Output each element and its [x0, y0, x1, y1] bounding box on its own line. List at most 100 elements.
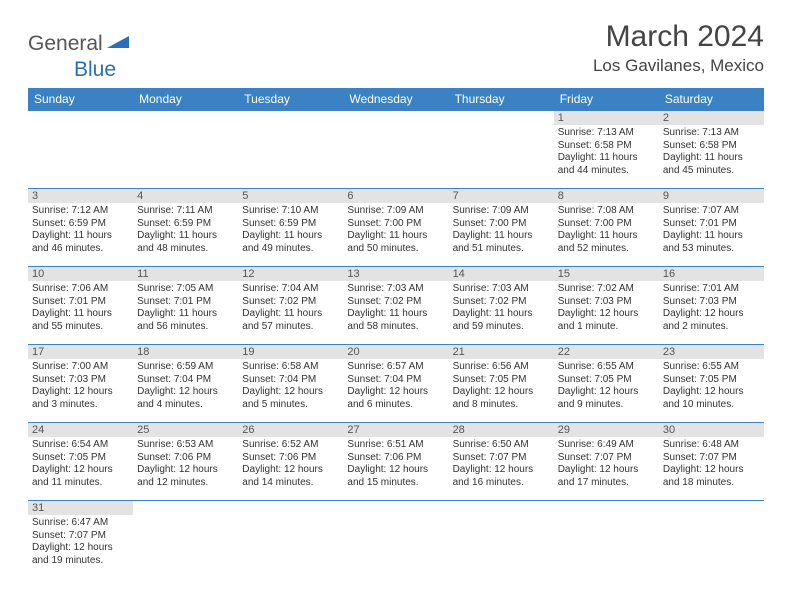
calendar-cell: 28Sunrise: 6:50 AMSunset: 7:07 PMDayligh… [449, 423, 554, 501]
day-details: Sunrise: 7:12 AMSunset: 6:59 PMDaylight:… [28, 203, 133, 259]
day-number: 28 [449, 423, 554, 437]
calendar-cell [659, 501, 764, 579]
day-number: 3 [28, 189, 133, 203]
flag-icon [107, 34, 129, 55]
calendar-cell [238, 501, 343, 579]
day-details: Sunrise: 7:01 AMSunset: 7:03 PMDaylight:… [659, 281, 764, 337]
location: Los Gavilanes, Mexico [593, 56, 764, 76]
calendar-table: SundayMondayTuesdayWednesdayThursdayFrid… [28, 88, 764, 579]
calendar-row: 31Sunrise: 6:47 AMSunset: 7:07 PMDayligh… [28, 501, 764, 579]
day-details: Sunrise: 6:48 AMSunset: 7:07 PMDaylight:… [659, 437, 764, 493]
day-number: 6 [343, 189, 448, 203]
day-details: Sunrise: 7:08 AMSunset: 7:00 PMDaylight:… [554, 203, 659, 259]
calendar-cell [343, 501, 448, 579]
calendar-header-row: SundayMondayTuesdayWednesdayThursdayFrid… [28, 88, 764, 111]
day-number: 7 [449, 189, 554, 203]
calendar-cell [28, 111, 133, 189]
calendar-body: 1Sunrise: 7:13 AMSunset: 6:58 PMDaylight… [28, 111, 764, 579]
day-number: 11 [133, 267, 238, 281]
day-number: 20 [343, 345, 448, 359]
day-details: Sunrise: 7:07 AMSunset: 7:01 PMDaylight:… [659, 203, 764, 259]
calendar-row: 24Sunrise: 6:54 AMSunset: 7:05 PMDayligh… [28, 423, 764, 501]
day-details: Sunrise: 7:05 AMSunset: 7:01 PMDaylight:… [133, 281, 238, 337]
title-block: March 2024 Los Gavilanes, Mexico [593, 20, 764, 76]
day-details: Sunrise: 6:57 AMSunset: 7:04 PMDaylight:… [343, 359, 448, 415]
day-number: 2 [659, 111, 764, 125]
day-details: Sunrise: 7:13 AMSunset: 6:58 PMDaylight:… [659, 125, 764, 181]
day-details: Sunrise: 7:06 AMSunset: 7:01 PMDaylight:… [28, 281, 133, 337]
calendar-cell: 21Sunrise: 6:56 AMSunset: 7:05 PMDayligh… [449, 345, 554, 423]
calendar-cell: 5Sunrise: 7:10 AMSunset: 6:59 PMDaylight… [238, 189, 343, 267]
day-details: Sunrise: 6:49 AMSunset: 7:07 PMDaylight:… [554, 437, 659, 493]
day-header: Thursday [449, 88, 554, 111]
day-number: 27 [343, 423, 448, 437]
day-details: Sunrise: 7:09 AMSunset: 7:00 PMDaylight:… [449, 203, 554, 259]
day-header: Tuesday [238, 88, 343, 111]
day-details: Sunrise: 7:03 AMSunset: 7:02 PMDaylight:… [343, 281, 448, 337]
calendar-cell [343, 111, 448, 189]
calendar-cell: 12Sunrise: 7:04 AMSunset: 7:02 PMDayligh… [238, 267, 343, 345]
day-header: Sunday [28, 88, 133, 111]
calendar-cell: 7Sunrise: 7:09 AMSunset: 7:00 PMDaylight… [449, 189, 554, 267]
calendar-cell: 10Sunrise: 7:06 AMSunset: 7:01 PMDayligh… [28, 267, 133, 345]
calendar-cell: 23Sunrise: 6:55 AMSunset: 7:05 PMDayligh… [659, 345, 764, 423]
day-details: Sunrise: 6:50 AMSunset: 7:07 PMDaylight:… [449, 437, 554, 493]
calendar-cell: 29Sunrise: 6:49 AMSunset: 7:07 PMDayligh… [554, 423, 659, 501]
calendar-row: 1Sunrise: 7:13 AMSunset: 6:58 PMDaylight… [28, 111, 764, 189]
calendar-cell: 26Sunrise: 6:52 AMSunset: 7:06 PMDayligh… [238, 423, 343, 501]
calendar-cell: 24Sunrise: 6:54 AMSunset: 7:05 PMDayligh… [28, 423, 133, 501]
calendar-cell: 3Sunrise: 7:12 AMSunset: 6:59 PMDaylight… [28, 189, 133, 267]
day-details: Sunrise: 7:00 AMSunset: 7:03 PMDaylight:… [28, 359, 133, 415]
calendar-cell [449, 111, 554, 189]
day-header: Friday [554, 88, 659, 111]
day-details: Sunrise: 6:47 AMSunset: 7:07 PMDaylight:… [28, 515, 133, 571]
calendar-row: 17Sunrise: 7:00 AMSunset: 7:03 PMDayligh… [28, 345, 764, 423]
day-header: Saturday [659, 88, 764, 111]
calendar-cell: 20Sunrise: 6:57 AMSunset: 7:04 PMDayligh… [343, 345, 448, 423]
day-number: 31 [28, 501, 133, 515]
calendar-cell: 31Sunrise: 6:47 AMSunset: 7:07 PMDayligh… [28, 501, 133, 579]
logo-text-blue: Blue [74, 58, 116, 81]
calendar-cell: 27Sunrise: 6:51 AMSunset: 7:06 PMDayligh… [343, 423, 448, 501]
day-header: Monday [133, 88, 238, 111]
day-number: 8 [554, 189, 659, 203]
calendar-cell: 1Sunrise: 7:13 AMSunset: 6:58 PMDaylight… [554, 111, 659, 189]
day-number: 12 [238, 267, 343, 281]
day-number: 25 [133, 423, 238, 437]
month-title: March 2024 [593, 20, 764, 54]
day-details: Sunrise: 7:11 AMSunset: 6:59 PMDaylight:… [133, 203, 238, 259]
day-details: Sunrise: 6:56 AMSunset: 7:05 PMDaylight:… [449, 359, 554, 415]
calendar-cell: 2Sunrise: 7:13 AMSunset: 6:58 PMDaylight… [659, 111, 764, 189]
calendar-cell: 15Sunrise: 7:02 AMSunset: 7:03 PMDayligh… [554, 267, 659, 345]
day-details: Sunrise: 6:51 AMSunset: 7:06 PMDaylight:… [343, 437, 448, 493]
day-number: 23 [659, 345, 764, 359]
day-number: 1 [554, 111, 659, 125]
calendar-cell: 4Sunrise: 7:11 AMSunset: 6:59 PMDaylight… [133, 189, 238, 267]
day-header: Wednesday [343, 88, 448, 111]
day-number: 29 [554, 423, 659, 437]
day-number: 15 [554, 267, 659, 281]
day-details: Sunrise: 7:10 AMSunset: 6:59 PMDaylight:… [238, 203, 343, 259]
calendar-cell: 9Sunrise: 7:07 AMSunset: 7:01 PMDaylight… [659, 189, 764, 267]
day-details: Sunrise: 7:02 AMSunset: 7:03 PMDaylight:… [554, 281, 659, 337]
logo: General [28, 20, 131, 56]
day-number: 5 [238, 189, 343, 203]
calendar-cell: 6Sunrise: 7:09 AMSunset: 7:00 PMDaylight… [343, 189, 448, 267]
calendar-cell [449, 501, 554, 579]
calendar-cell: 11Sunrise: 7:05 AMSunset: 7:01 PMDayligh… [133, 267, 238, 345]
day-details: Sunrise: 6:59 AMSunset: 7:04 PMDaylight:… [133, 359, 238, 415]
calendar-cell [554, 501, 659, 579]
day-details: Sunrise: 7:13 AMSunset: 6:58 PMDaylight:… [554, 125, 659, 181]
calendar-row: 10Sunrise: 7:06 AMSunset: 7:01 PMDayligh… [28, 267, 764, 345]
day-number: 24 [28, 423, 133, 437]
calendar-cell: 14Sunrise: 7:03 AMSunset: 7:02 PMDayligh… [449, 267, 554, 345]
calendar-cell [238, 111, 343, 189]
calendar-cell [133, 501, 238, 579]
day-number: 9 [659, 189, 764, 203]
day-details: Sunrise: 7:09 AMSunset: 7:00 PMDaylight:… [343, 203, 448, 259]
calendar-row: 3Sunrise: 7:12 AMSunset: 6:59 PMDaylight… [28, 189, 764, 267]
day-number: 16 [659, 267, 764, 281]
day-number: 14 [449, 267, 554, 281]
day-details: Sunrise: 6:52 AMSunset: 7:06 PMDaylight:… [238, 437, 343, 493]
day-number: 13 [343, 267, 448, 281]
